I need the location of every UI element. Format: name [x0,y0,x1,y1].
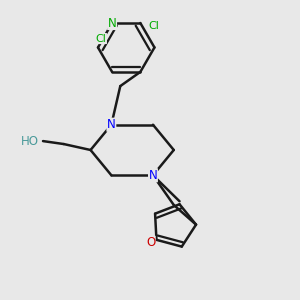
Text: O: O [146,236,155,249]
Text: HO: HO [21,135,39,148]
Text: N: N [107,118,116,131]
Text: N: N [148,169,157,182]
Text: Cl: Cl [95,34,106,44]
Text: Cl: Cl [148,21,159,31]
Text: N: N [108,16,116,29]
